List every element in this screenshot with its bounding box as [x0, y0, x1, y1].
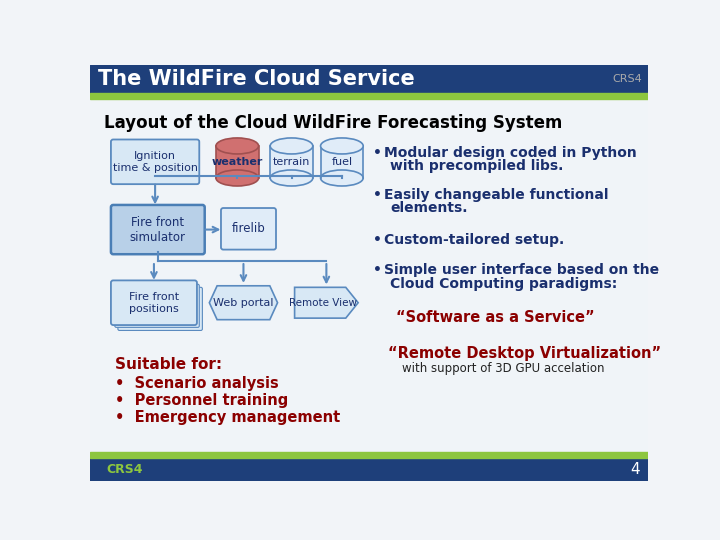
- FancyBboxPatch shape: [111, 205, 204, 254]
- Text: Layout of the Cloud WildFire Forecasting System: Layout of the Cloud WildFire Forecasting…: [104, 114, 562, 132]
- Text: •: •: [373, 233, 382, 247]
- Bar: [270, 146, 312, 178]
- Text: Suitable for:: Suitable for:: [114, 357, 222, 373]
- Text: “Remote Desktop Virtualization”: “Remote Desktop Virtualization”: [388, 346, 662, 361]
- Text: •: •: [373, 146, 382, 160]
- Bar: [320, 146, 363, 178]
- FancyBboxPatch shape: [111, 280, 197, 325]
- Ellipse shape: [216, 138, 258, 154]
- Text: Fire front
simulator: Fire front simulator: [130, 215, 186, 244]
- Bar: [216, 146, 258, 178]
- Text: Ignition
time & position: Ignition time & position: [112, 151, 197, 173]
- FancyBboxPatch shape: [111, 139, 199, 184]
- Text: with precompiled libs.: with precompiled libs.: [390, 159, 563, 173]
- Ellipse shape: [320, 170, 363, 186]
- Bar: [90, 452, 648, 457]
- Polygon shape: [210, 286, 277, 320]
- Polygon shape: [294, 287, 358, 318]
- Text: terrain: terrain: [273, 157, 310, 167]
- Text: “Software as a Service”: “Software as a Service”: [396, 309, 595, 325]
- Ellipse shape: [270, 138, 312, 154]
- Text: fuel: fuel: [331, 157, 352, 167]
- Text: Fire front
positions: Fire front positions: [129, 292, 179, 314]
- Bar: [90, 457, 648, 481]
- Bar: [90, 92, 648, 99]
- Ellipse shape: [320, 138, 363, 154]
- FancyBboxPatch shape: [118, 287, 202, 330]
- Ellipse shape: [270, 170, 312, 186]
- Text: CRS4: CRS4: [612, 73, 642, 84]
- Text: Web portal: Web portal: [213, 298, 274, 308]
- Text: Simple user interface based on the: Simple user interface based on the: [384, 264, 659, 278]
- Text: with support of 3D GPU accelation: with support of 3D GPU accelation: [402, 362, 605, 375]
- Text: •: •: [373, 188, 382, 202]
- FancyBboxPatch shape: [221, 208, 276, 249]
- Text: Cloud Computing paradigms:: Cloud Computing paradigms:: [390, 276, 617, 291]
- Ellipse shape: [216, 170, 258, 186]
- Text: Custom-tailored setup.: Custom-tailored setup.: [384, 233, 564, 247]
- Text: The WildFire Cloud Service: The WildFire Cloud Service: [98, 69, 415, 89]
- FancyBboxPatch shape: [114, 284, 199, 327]
- Text: elements.: elements.: [390, 201, 467, 215]
- Text: firelib: firelib: [232, 222, 266, 235]
- Text: •  Emergency management: • Emergency management: [114, 410, 340, 425]
- Text: Remote View: Remote View: [289, 298, 357, 308]
- Text: •  Scenario analysis: • Scenario analysis: [114, 376, 279, 391]
- Bar: [90, 65, 648, 92]
- Text: Easily changeable functional: Easily changeable functional: [384, 188, 608, 202]
- Text: weather: weather: [212, 157, 263, 167]
- Text: •  Personnel training: • Personnel training: [114, 393, 288, 408]
- Text: 4: 4: [631, 462, 640, 477]
- Text: CRS4: CRS4: [107, 463, 143, 476]
- Text: Modular design coded in Python: Modular design coded in Python: [384, 146, 636, 160]
- Text: •: •: [373, 264, 382, 278]
